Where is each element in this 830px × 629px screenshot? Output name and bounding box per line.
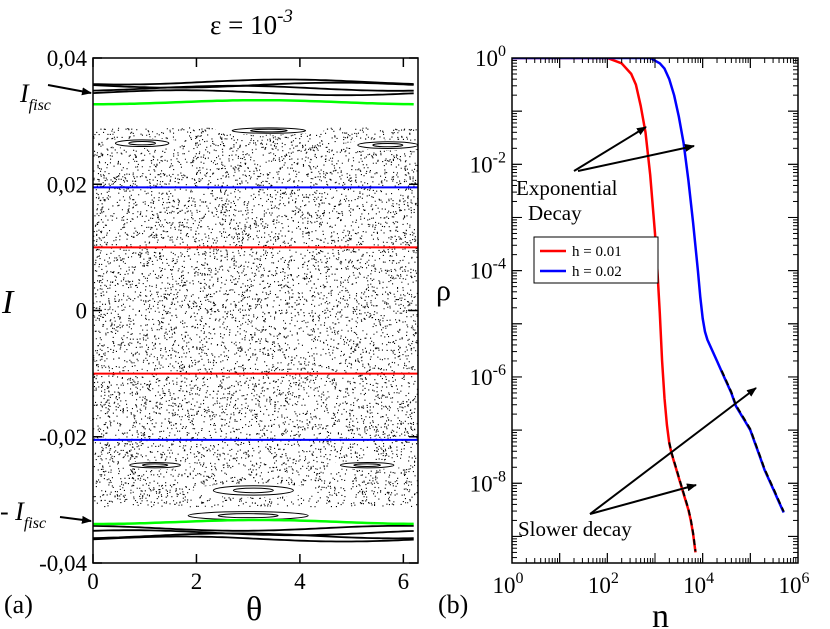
panel-a-ticks: 0 2 4 6 -0,04 -0,02 0 0,02 0,04 [39, 46, 418, 594]
invariant-curve-lower-1 [93, 535, 414, 543]
a-ytick-label-4: 0,04 [47, 46, 88, 71]
a-ytick-label-2: 0 [76, 299, 88, 324]
island-contour-3-1 [232, 487, 274, 494]
series-line-h001 [512, 58, 697, 553]
panel-b-ticks: 100 102 104 106 100 10-2 10-4 10-6 10-8 [470, 43, 810, 598]
panel-b-frame [511, 57, 799, 564]
island-contour-1-1 [372, 142, 404, 148]
island-contour-3-2 [212, 485, 294, 496]
exponential-label-line1: Exponential [516, 176, 618, 200]
panel-a-title-exp: -3 [277, 6, 293, 27]
a-ytick-label-1: -0,02 [39, 425, 87, 450]
exponential-label-line2: Decay [528, 201, 582, 225]
invariant-curves [93, 78, 414, 543]
island-contour-4-2 [129, 461, 181, 469]
fisc-lower-label: - Ifisc [0, 497, 46, 532]
fisc-lower-sub: fisc [24, 515, 46, 532]
panel-a-label: (a) [4, 590, 33, 619]
fisc-lower-main: - I [0, 497, 25, 526]
invariant-curve-upper-3 [93, 89, 414, 97]
island-1 [342, 140, 418, 151]
annotation-slower-decay: Slower decay [518, 387, 757, 541]
initial-condition-lines [93, 186, 418, 441]
fisc-upper-main: I [19, 79, 30, 108]
legend-box [533, 236, 659, 284]
b-ytick-label-3: 10-6 [470, 362, 506, 390]
chaotic-sea [93, 127, 418, 508]
invariant-curve-lower-0 [93, 532, 414, 540]
island-contour-0-1 [128, 141, 156, 146]
slower-arrow-blue [589, 387, 757, 515]
b-xtick-label-0: 100 [493, 570, 524, 598]
b-xtick-label-2: 104 [683, 570, 714, 598]
fisc-upper-sub: fisc [29, 97, 51, 114]
chaotic-sea-points [93, 127, 418, 508]
island-contour-5-2 [339, 461, 395, 469]
island-contour-4-1 [141, 463, 169, 467]
b-ytick-label-1: 10-2 [470, 149, 506, 177]
fit-dashed-h002 [720, 370, 785, 512]
island-chains [102, 126, 418, 522]
a-xtick-label-0: 0 [87, 569, 99, 594]
panel-b-label: (b) [438, 590, 468, 619]
panel-a: ε = 10-3 0 2 4 6 -0,04 -0,02 0 0,02 0,04 I θ (a)… [0, 6, 419, 628]
b-ytick-label-0: 100 [475, 43, 506, 71]
island-contour-0-2 [114, 139, 170, 148]
panel-a-ylabel: I [1, 284, 15, 321]
slower-arrow-red [589, 483, 697, 515]
invariant-curve-upper-1 [93, 78, 414, 86]
island-contour-6-1 [217, 513, 279, 519]
b-ytick-label-2: 10-4 [470, 256, 506, 284]
b-xtick-label-1: 102 [588, 570, 619, 598]
island-contour-2-1 [250, 128, 288, 133]
legend-label-h002: h = 0.02 [572, 264, 622, 280]
slower-decay-label: Slower decay [518, 517, 632, 541]
decay-series [512, 58, 785, 553]
panel-a-title: ε = 10-3 [210, 6, 293, 40]
panel-a-xlabel: θ [246, 591, 262, 628]
panel-a-title-base: ε = 10 [210, 10, 277, 40]
a-ytick-label-0: -0,04 [39, 551, 87, 576]
legend-label-h001: h = 0.01 [572, 244, 622, 260]
fisc-curve-green-lower [93, 518, 414, 526]
b-xtick-label-3: 106 [779, 570, 810, 598]
legend: h = 0.01 h = 0.02 [533, 236, 659, 284]
exponential-arrow-blue [577, 143, 695, 172]
invariant-curve-lower-2 [93, 529, 414, 537]
b-ytick-label-4: 10-8 [470, 468, 506, 496]
series-line-h002 [512, 58, 785, 514]
fisc-upper-label: Ifisc [19, 79, 51, 114]
a-ytick-label-3: 0,02 [47, 172, 87, 197]
a-xtick-label-3: 6 [398, 569, 410, 594]
island-contour-5-1 [353, 463, 381, 467]
fisc-curve-green-upper [93, 98, 414, 106]
invariant-curve-upper-2 [93, 84, 414, 92]
annotation-exponential-decay: Exponential Decay [516, 126, 695, 225]
island-contour-2-2 [231, 127, 307, 134]
fit-dashed-h001 [668, 442, 697, 552]
fisc-lower-arrow [59, 515, 92, 524]
exponential-arrow-red [573, 126, 647, 172]
a-xtick-label-2: 4 [294, 569, 306, 594]
panel-b-xlabel: n [652, 598, 669, 629]
invariant-curve-lower-3 [93, 524, 414, 532]
a-xtick-label-1: 2 [191, 569, 203, 594]
panel-b-ylabel: ρ [436, 274, 451, 307]
fisc-upper-arrow [47, 84, 92, 96]
